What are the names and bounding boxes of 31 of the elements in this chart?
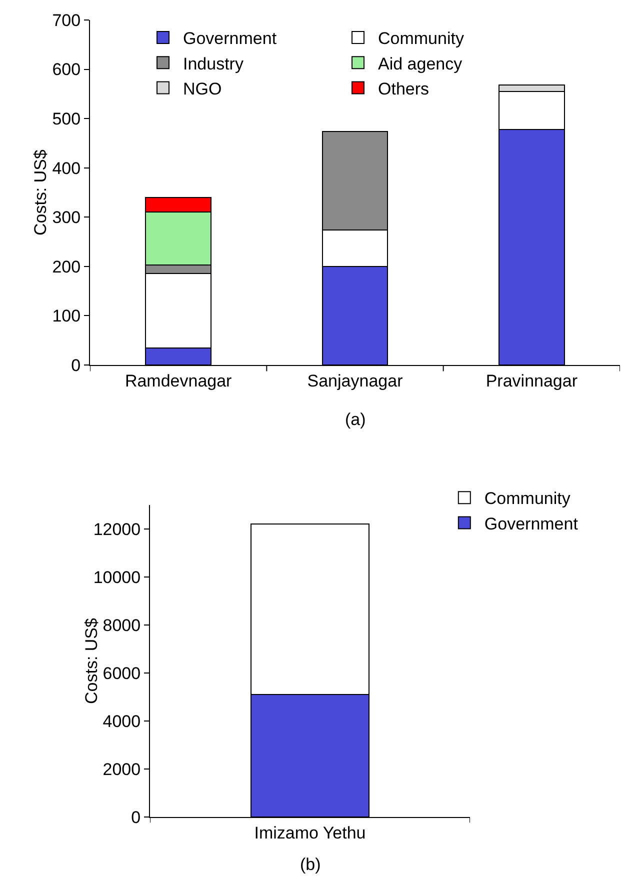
y-tick-label: 12000 — [93, 520, 141, 539]
legend-label: Industry — [183, 54, 244, 74]
x-tick-label: Ramdevnagar — [124, 371, 232, 390]
legend-label: Aid agency — [378, 54, 463, 74]
text: (a) — [345, 410, 366, 429]
y-tick-label: 400 — [52, 158, 81, 178]
legend-label: Government — [484, 514, 578, 534]
y-tick-label: 700 — [52, 10, 81, 30]
x-tick-label: Imizamo Yethu — [254, 823, 366, 842]
y-tick-label: 2000 — [102, 760, 141, 779]
y-tick-label: 300 — [52, 208, 81, 228]
x-tick-label: Sanjaynagar — [307, 371, 404, 390]
y-tick-label: 500 — [52, 110, 81, 129]
y-tick-label: 8000 — [102, 616, 141, 635]
legend-label: NGO — [183, 79, 222, 98]
y-tick-label: 6000 — [102, 664, 141, 683]
legend-label: Community — [378, 29, 464, 48]
y-axis-title: Costs: US$ — [82, 617, 101, 704]
y-tick-label: 4000 — [102, 712, 141, 731]
y-axis-title: Costs: US$ — [31, 148, 50, 236]
y-tick-label: 0 — [71, 356, 81, 375]
y-tick-label: 10000 — [93, 568, 141, 587]
y-tick-label: 0 — [131, 808, 141, 827]
text: (b) — [300, 855, 321, 874]
legend-label: Others — [378, 79, 430, 98]
y-tick-label: 200 — [52, 257, 81, 276]
x-tick-label: Pravinnagar — [486, 371, 578, 390]
legend-label: Community — [484, 489, 571, 508]
y-tick-label: 100 — [52, 306, 81, 326]
y-tick-label: 600 — [52, 60, 81, 80]
legend-label: Government — [183, 29, 277, 48]
